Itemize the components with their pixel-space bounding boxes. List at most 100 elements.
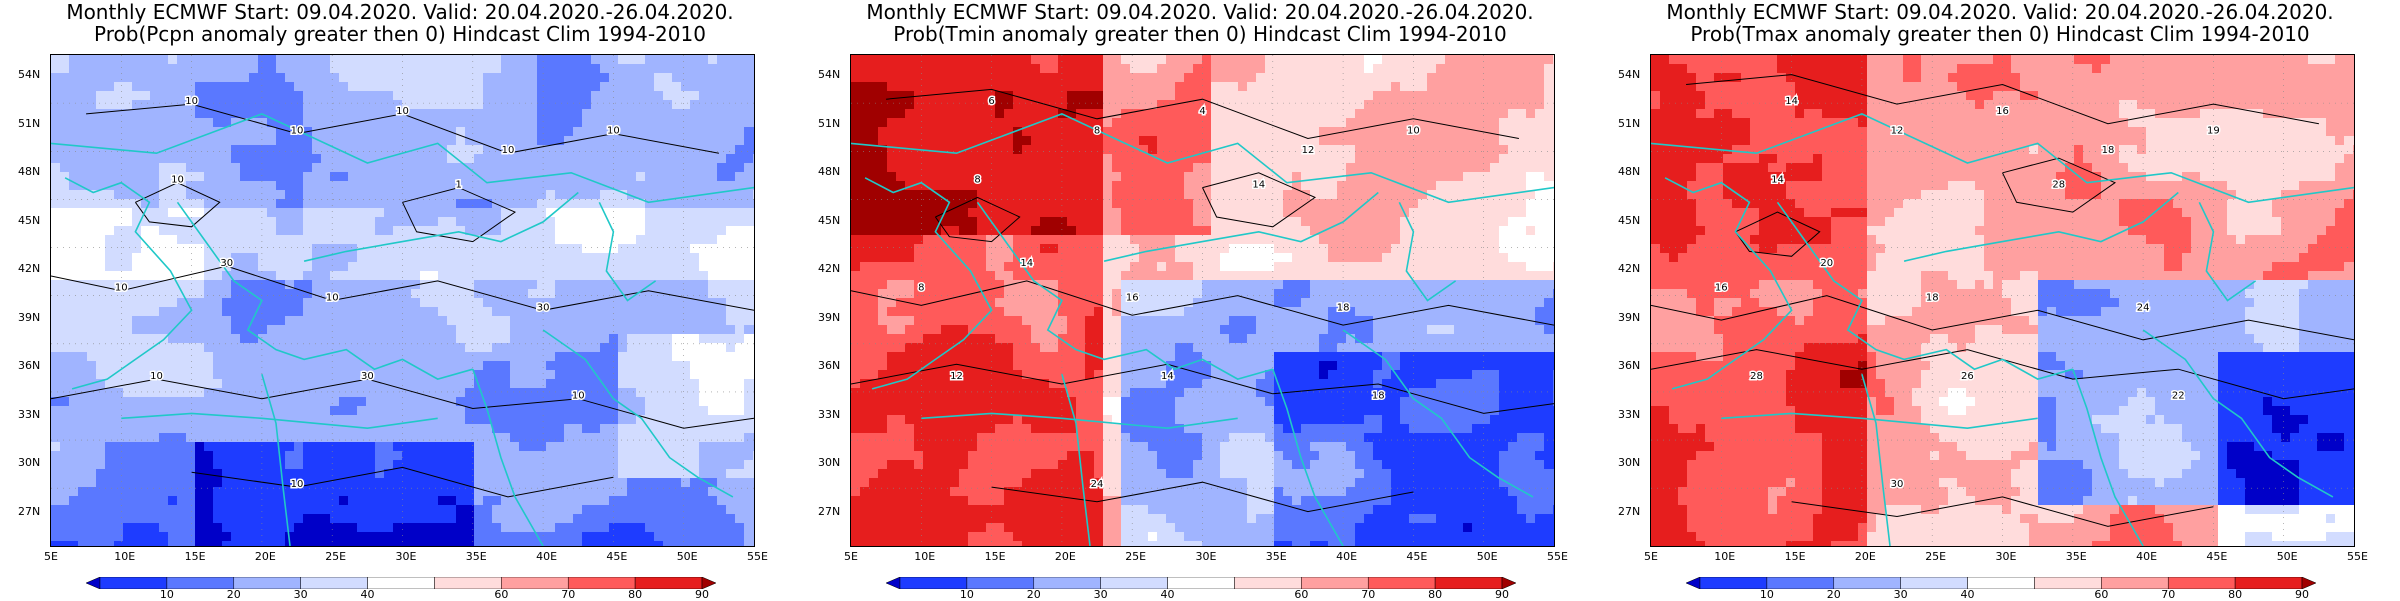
lat-tick-label: 30N <box>18 456 40 469</box>
colorbar-segment <box>2101 577 2168 589</box>
colorbar <box>1686 574 2316 586</box>
colorbar-segment <box>967 577 1034 589</box>
colorbar-graphic <box>86 577 716 589</box>
lat-tick-label: 48N <box>1618 165 1640 178</box>
colorbar-label: 70 <box>561 588 575 601</box>
lon-tick-label: 30E <box>1196 550 1217 563</box>
colorbar-segment <box>434 577 501 589</box>
lon-tick-label: 45E <box>2206 550 2227 563</box>
panel-tmin: Monthly ECMWF Start: 09.04.2020. Valid: … <box>800 0 1600 600</box>
colorbar-segment <box>2235 577 2302 589</box>
lat-tick-label: 39N <box>1618 311 1640 324</box>
lat-tick-label: 27N <box>1618 505 1640 518</box>
colorbar-label: 80 <box>628 588 642 601</box>
colorbar-segment <box>635 577 702 589</box>
panel-title-line1: Monthly ECMWF Start: 09.04.2020. Valid: … <box>800 0 1600 24</box>
contour-label: 1 <box>456 180 462 191</box>
contour-label: 18 <box>1926 293 1939 304</box>
panel-title-line2: Prob(Tmax anomaly greater then 0) Hindca… <box>1600 22 2400 46</box>
lon-tick-label: 20E <box>255 550 276 563</box>
lat-tick-label: 51N <box>1618 117 1640 130</box>
colorbar-label: 90 <box>695 588 709 601</box>
colorbar-segment <box>2034 577 2101 589</box>
lon-tick-label: 50E <box>677 550 698 563</box>
contour-label: 8 <box>974 175 980 186</box>
colorbar-graphic <box>1686 577 2316 589</box>
contour-label: 14 <box>1020 258 1033 269</box>
lat-tick-label: 33N <box>818 408 840 421</box>
contour-label: 10 <box>291 479 304 490</box>
contour-label: 4 <box>1199 106 1205 117</box>
contour-label: 16 <box>1715 283 1728 294</box>
lon-tick-label: 15E <box>1785 550 1806 563</box>
lon-tick-label: 25E <box>325 550 346 563</box>
colorbar-label: 20 <box>1027 588 1041 601</box>
probability-field-cells <box>51 55 754 546</box>
lon-tick-label: 35E <box>2066 550 2087 563</box>
contour-label: 14 <box>1771 175 1784 186</box>
lat-tick-label: 36N <box>818 359 840 372</box>
lon-tick-label: 10E <box>1714 550 1735 563</box>
colorbar-label: 60 <box>2094 588 2108 601</box>
lon-tick-label: 40E <box>2136 550 2157 563</box>
lon-tick-label: 10E <box>914 550 935 563</box>
contour-label: 20 <box>1820 258 1833 269</box>
lon-tick-label: 45E <box>1406 550 1427 563</box>
colorbar-segment <box>368 577 435 589</box>
colorbar-label: 20 <box>1827 588 1841 601</box>
lon-tick-label: 15E <box>185 550 206 563</box>
panel-title-line1: Monthly ECMWF Start: 09.04.2020. Valid: … <box>1600 0 2400 24</box>
lon-tick-label: 5E <box>1644 550 1658 563</box>
lat-tick-label: 48N <box>18 165 40 178</box>
panel-title-line2: Prob(Pcpn anomaly greater then 0) Hindca… <box>0 22 800 46</box>
colorbar-segment <box>301 577 368 589</box>
lat-tick-label: 45N <box>818 214 840 227</box>
contour-label: 16 <box>1996 106 2009 117</box>
probability-field-cells <box>1651 55 2354 546</box>
lat-tick-label: 30N <box>818 456 840 469</box>
colorbar-label: 10 <box>160 588 174 601</box>
colorbar-segment <box>167 577 234 589</box>
lat-tick-label: 30N <box>1618 456 1640 469</box>
colorbar-segment <box>1968 577 2035 589</box>
colorbar-label: 70 <box>2161 588 2175 601</box>
contour-label: 30 <box>1891 479 1904 490</box>
contour-label: 30 <box>220 258 233 269</box>
lon-tick-label: 55E <box>2347 550 2368 563</box>
lon-tick-label: 5E <box>844 550 858 563</box>
contour-label: 10 <box>607 126 620 137</box>
panel-title-line2: Prob(Tmin anomaly greater then 0) Hindca… <box>800 22 1600 46</box>
contour-label: 30 <box>537 302 550 313</box>
contour-label: 6 <box>988 96 994 107</box>
lon-tick-label: 30E <box>396 550 417 563</box>
colorbar-segment <box>1435 577 1502 589</box>
contour-label: 10 <box>115 283 128 294</box>
contour-label: 10 <box>171 175 184 186</box>
colorbar-segment <box>1168 577 1235 589</box>
colorbar-segment <box>1901 577 1968 589</box>
lat-tick-label: 48N <box>818 165 840 178</box>
contour-label: 24 <box>2137 302 2150 313</box>
colorbar <box>886 574 1516 586</box>
colorbar-graphic <box>886 577 1516 589</box>
colorbar-segment <box>1034 577 1101 589</box>
panel-tmax: Monthly ECMWF Start: 09.04.2020. Valid: … <box>1600 0 2400 600</box>
lon-tick-label: 20E <box>1055 550 1076 563</box>
lon-tick-label: 35E <box>466 550 487 563</box>
contour-label: 24 <box>1091 479 1104 490</box>
lat-tick-label: 54N <box>818 68 840 81</box>
colorbar-label: 40 <box>1161 588 1175 601</box>
contour-label: 18 <box>2102 145 2115 156</box>
lon-tick-label: 35E <box>1266 550 1287 563</box>
colorbar-label: 80 <box>1428 588 1442 601</box>
colorbar-segment <box>234 577 301 589</box>
contour-label: 12 <box>950 371 963 382</box>
lat-tick-label: 33N <box>18 408 40 421</box>
colorbar-label: 60 <box>494 588 508 601</box>
lon-tick-label: 25E <box>1125 550 1146 563</box>
lat-tick-label: 42N <box>18 262 40 275</box>
colorbar-segment <box>86 577 100 589</box>
